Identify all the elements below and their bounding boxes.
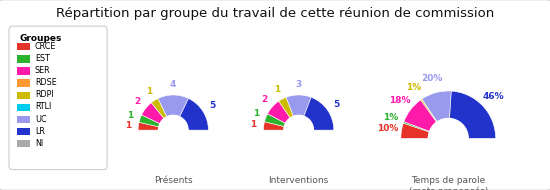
Wedge shape [141, 103, 164, 124]
Bar [16, 140, 30, 147]
Circle shape [428, 119, 468, 158]
Bar [16, 43, 30, 51]
Bar [16, 92, 30, 99]
Text: UC: UC [35, 115, 47, 124]
Text: Interventions: Interventions [268, 176, 329, 185]
Bar [16, 128, 30, 135]
Wedge shape [404, 100, 437, 131]
Wedge shape [422, 91, 452, 122]
Wedge shape [403, 122, 430, 132]
Text: 1%: 1% [405, 83, 421, 92]
Text: 20%: 20% [422, 74, 443, 83]
Wedge shape [263, 122, 284, 130]
Wedge shape [265, 114, 285, 127]
Text: 10%: 10% [377, 124, 398, 133]
Text: 3: 3 [295, 80, 302, 89]
Bar [16, 55, 30, 63]
Text: 1: 1 [127, 111, 133, 120]
Wedge shape [151, 98, 167, 119]
Text: Temps de parole
(mots prononcés): Temps de parole (mots prononcés) [409, 176, 488, 190]
Text: 18%: 18% [389, 96, 410, 105]
Text: 1: 1 [250, 120, 256, 129]
Wedge shape [401, 123, 430, 138]
Text: 5: 5 [209, 101, 215, 110]
Text: 1: 1 [274, 85, 280, 94]
Wedge shape [180, 98, 208, 130]
Text: Présents: Présents [154, 176, 192, 185]
Text: 1%: 1% [383, 113, 398, 122]
Text: RDPI: RDPI [35, 90, 53, 99]
Text: NI: NI [35, 139, 43, 148]
Wedge shape [421, 99, 437, 122]
Wedge shape [158, 95, 189, 117]
Bar [16, 116, 30, 123]
Text: 1: 1 [146, 87, 152, 96]
Text: 2: 2 [261, 95, 268, 104]
Text: SER: SER [35, 66, 51, 75]
Wedge shape [286, 95, 311, 116]
Circle shape [284, 115, 314, 145]
Bar [16, 79, 30, 87]
Text: 1: 1 [253, 109, 259, 118]
Text: RTLI: RTLI [35, 102, 51, 112]
Text: Répartition par groupe du travail de cette réunion de commission: Répartition par groupe du travail de cet… [56, 7, 494, 20]
FancyBboxPatch shape [9, 26, 107, 169]
Wedge shape [138, 122, 159, 130]
Wedge shape [267, 101, 290, 123]
Bar [16, 104, 30, 111]
Text: 4: 4 [170, 80, 177, 89]
Text: CRCE: CRCE [35, 42, 56, 51]
Text: 1: 1 [125, 120, 131, 130]
Text: LR: LR [35, 127, 45, 136]
Wedge shape [279, 97, 293, 118]
Wedge shape [449, 91, 496, 138]
Text: 2: 2 [134, 97, 141, 106]
Wedge shape [304, 97, 334, 130]
Text: 46%: 46% [482, 92, 504, 101]
Wedge shape [139, 115, 160, 127]
Bar [16, 67, 30, 75]
Text: EST: EST [35, 54, 50, 63]
Text: 5: 5 [333, 100, 339, 109]
Text: Groupes: Groupes [20, 34, 62, 43]
Text: RDSE: RDSE [35, 78, 57, 87]
Circle shape [158, 115, 188, 145]
